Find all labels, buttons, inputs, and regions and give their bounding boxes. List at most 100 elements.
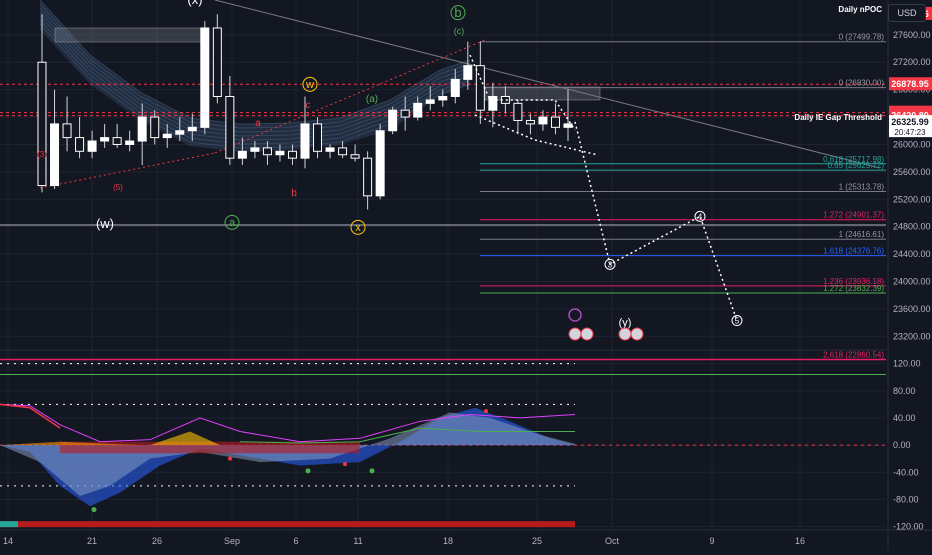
x-tick-label: 6	[293, 536, 298, 546]
projection-point-marker	[694, 210, 706, 222]
x-tick-label: 26	[152, 536, 162, 546]
x-tick-label: 18	[443, 536, 453, 546]
fib-level-label: 1.618 (24376.76)	[823, 247, 884, 256]
x-tick-label: 25	[532, 536, 542, 546]
projection-point-label: 3	[608, 260, 613, 269]
candle-bull	[175, 130, 185, 135]
price-axis-tag	[889, 115, 932, 138]
candle-bear	[75, 137, 85, 152]
ribbon-line	[39, 15, 471, 141]
wave-label: a	[255, 118, 261, 129]
fib-level-label: 1 (24616.61)	[839, 230, 885, 239]
candle-bear	[313, 123, 323, 152]
gap-box	[54, 27, 206, 43]
y-tick-label: 23200.00	[893, 331, 931, 341]
osc-bottom-bar	[0, 521, 575, 528]
candle-bull	[538, 116, 548, 125]
y-tick-label: 27200.00	[893, 57, 931, 67]
candle-bear	[363, 157, 373, 197]
y-tick-label: 23600.00	[893, 304, 931, 314]
candle-bear	[350, 154, 360, 159]
osc-y-tick-label: -40.00	[893, 467, 919, 477]
candle-bear	[150, 116, 160, 139]
candle-bull	[300, 123, 310, 159]
candle-bull	[375, 130, 385, 197]
candle-bull	[450, 78, 460, 97]
wave-label: (y)	[619, 317, 632, 329]
candle-bull	[413, 102, 423, 118]
y-tick-label: 24800.00	[893, 222, 931, 232]
osc-red-dot	[228, 456, 232, 461]
x-tick-label: 9	[709, 536, 714, 546]
osc-green-dot	[305, 468, 311, 474]
candle-bear	[112, 137, 122, 145]
candle-bear	[550, 116, 560, 128]
osc-green-line	[239, 427, 575, 444]
candle-bull	[187, 126, 197, 132]
candle-bear	[513, 102, 523, 121]
osc-bottom-bar-start	[0, 521, 18, 528]
candle-bull	[250, 147, 260, 152]
candle-bear	[525, 119, 535, 125]
wave-label-circle	[450, 5, 466, 21]
fib-level-label: 1.272 (24901.37)	[823, 211, 884, 220]
fib-level-label: 0.65 (25625.72)	[828, 161, 885, 170]
x-tick-label: 21	[87, 536, 97, 546]
projection-point-marker	[731, 315, 743, 327]
fib-level-label: 0 (26830.00)	[839, 79, 885, 88]
osc-y-tick-label: 120.00	[893, 359, 921, 369]
level-text-label: Daily IE Gap Threshold	[794, 113, 882, 122]
fib-level-label: 0.618 (25717.98)	[823, 155, 884, 164]
osc-red-dot	[484, 409, 488, 414]
y-tick-label: 25600.00	[893, 167, 931, 177]
y-tick-label: 27600.00	[893, 30, 931, 40]
osc-red-block	[60, 441, 360, 454]
candle-bull	[162, 133, 172, 139]
y-tick-label: 24400.00	[893, 249, 931, 259]
osc-y-tick-label: 0.00	[893, 440, 911, 450]
osc-green-dot	[91, 507, 97, 513]
ribbon-fill	[40, 0, 470, 152]
osc-y-tick-label: 40.00	[893, 413, 916, 423]
candle-bear	[262, 147, 272, 156]
candle-bear	[287, 150, 297, 159]
fib-level-label: 1.272 (23832.39)	[823, 284, 884, 293]
osc-y-tick-label: 80.00	[893, 386, 916, 396]
x-tick-label: Oct	[605, 536, 620, 546]
candle-bull	[325, 147, 335, 152]
y-tick-label: 25200.00	[893, 194, 931, 204]
event-flag-icon	[630, 327, 644, 341]
osc-y-tick-label: -80.00	[893, 494, 919, 504]
y-tick-label: 26000.00	[893, 139, 931, 149]
candle-bull	[438, 95, 448, 101]
wave-label: c	[306, 100, 311, 111]
projection-point-label: 4	[698, 212, 703, 221]
candle-bull	[463, 65, 473, 80]
wave-label: (x)	[187, 0, 202, 7]
dotted-trendline	[214, 39, 486, 154]
wave-label: (w)	[96, 216, 114, 231]
candle-bear	[62, 123, 72, 139]
wave-label: w	[305, 79, 314, 91]
candle-bull	[237, 150, 247, 159]
currency-button[interactable]: USD	[888, 4, 926, 22]
ribbon-line	[39, 11, 471, 137]
projection-path	[474, 114, 599, 156]
fib-level-label: 0 (27499.78)	[839, 33, 885, 42]
price-axis-value: 26325.99	[891, 117, 929, 127]
osc-y-tick-label: -120.00	[893, 522, 924, 532]
wave-label: b	[291, 188, 297, 199]
osc-red-line	[0, 403, 61, 429]
event-flag-icon	[568, 327, 582, 341]
x-tick-label: 16	[795, 536, 805, 546]
projection-point-marker	[604, 258, 616, 270]
price-axis-tag	[889, 77, 932, 91]
candle-bull	[200, 27, 210, 128]
wave-label-circle	[350, 219, 366, 235]
wave-label: (5)	[113, 183, 123, 192]
candle-bull	[425, 99, 435, 104]
event-flag-icon	[580, 327, 594, 341]
candle-bear	[225, 95, 235, 159]
